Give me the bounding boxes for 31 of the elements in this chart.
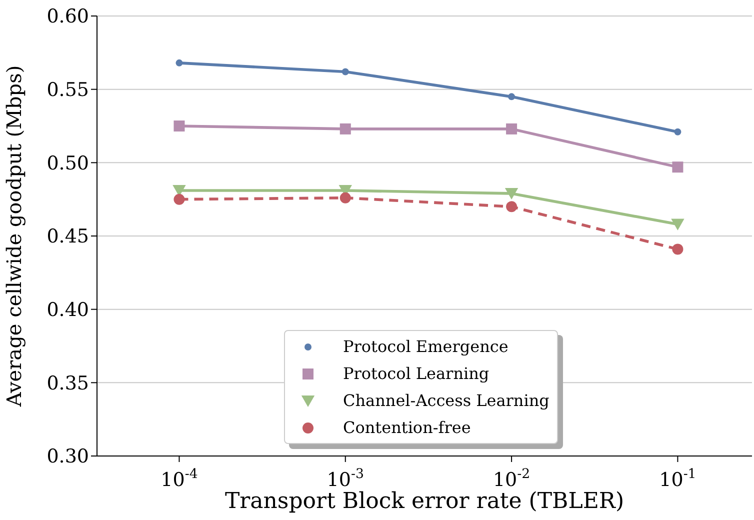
point (508, 93, 516, 100)
y-tick-label: 0.50 (46, 152, 89, 174)
point (674, 128, 682, 136)
point (342, 68, 349, 76)
point (174, 194, 185, 205)
legend-label: Protocol Emergence (343, 337, 508, 356)
legend-label: Protocol Learning (343, 364, 490, 383)
x-tick-label: 10$^{-3}$ (326, 467, 364, 491)
point (672, 162, 684, 173)
legend-label: Channel-Access Learning (343, 391, 550, 410)
y-tick-label: 0.40 (46, 299, 89, 322)
legend-label: Contention-free (343, 418, 471, 437)
y-tick-label: 0.55 (46, 79, 89, 102)
x-tick-label: 10$^{-4}$ (160, 467, 198, 491)
point (504, 188, 518, 200)
point (176, 59, 183, 66)
x-tick-label: 10$^{-2}$ (492, 467, 530, 491)
y-tick-label: 0.45 (46, 226, 89, 248)
point (174, 120, 185, 132)
y-tick-label: 0.30 (46, 446, 89, 468)
x-tick-label: 10$^{-1}$ (659, 467, 696, 491)
point (340, 123, 351, 134)
point (671, 218, 684, 230)
point (340, 192, 351, 204)
point (506, 201, 518, 212)
y-axis-title: Average cellwide goodput (Mbps) (2, 65, 26, 408)
x-axis-title: Transport Block error rate (TBLER) (224, 489, 624, 514)
point (506, 123, 518, 134)
y-tick-label: 0.60 (46, 6, 89, 28)
y-tick-label: 0.35 (46, 372, 89, 394)
point (672, 244, 684, 255)
